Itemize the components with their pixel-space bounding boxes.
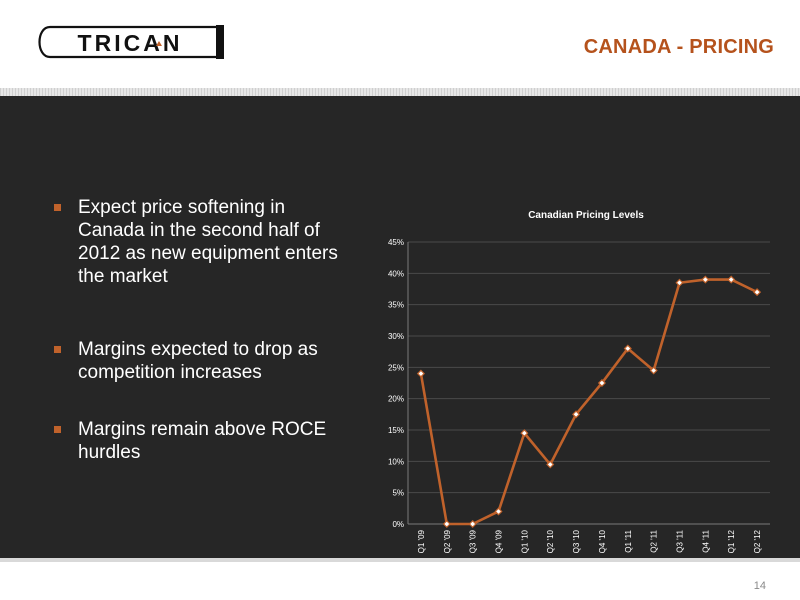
bullet-item: Margins expected to drop as competition … [52, 338, 352, 384]
series-line [419, 278, 758, 526]
data-point [416, 369, 425, 378]
y-tick-label: 25% [388, 363, 404, 372]
y-tick-label: 5% [392, 489, 404, 498]
x-tick-label: Q3 '09 [469, 529, 478, 553]
y-tick-label: 15% [388, 426, 404, 435]
header-divider [0, 88, 800, 96]
x-tick-label: Q4 '10 [598, 529, 607, 553]
x-tick-label: Q1 '10 [520, 529, 529, 553]
data-point [701, 275, 710, 284]
y-tick-label: 0% [392, 520, 404, 529]
header: TRICAN CANADA - PRICING [0, 0, 800, 92]
data-point [727, 275, 736, 284]
x-tick-label: Q1 '11 [624, 529, 633, 552]
data-point [572, 410, 581, 419]
data-point [468, 519, 477, 529]
y-tick-label: 45% [388, 238, 404, 247]
data-point [442, 519, 451, 529]
data-point [753, 288, 762, 297]
data-point [623, 344, 632, 353]
data-point [597, 378, 606, 388]
bullet-marker-icon [54, 426, 61, 433]
bullet-item: Margins remain above ROCE hurdles [52, 418, 352, 464]
logo-text: TRICAN [78, 30, 183, 56]
y-tick-label: 20% [388, 395, 404, 404]
trican-logo: TRICAN [38, 25, 224, 59]
y-tick-label: 10% [388, 457, 404, 466]
x-tick-label: Q2 '11 [650, 529, 659, 552]
y-tick-label: 35% [388, 301, 404, 310]
x-tick-label: Q2 '09 [443, 529, 452, 553]
content-panel: Expect price softening in Canada in the … [0, 96, 800, 558]
slide-title: CANADA - PRICING [583, 36, 774, 58]
x-tick-label: Q1 '09 [417, 529, 426, 553]
page-number: 14 [753, 580, 766, 592]
bullet-marker-icon [54, 204, 61, 211]
series-pricing [416, 275, 762, 529]
data-point [520, 429, 529, 438]
x-tick-label: Q4 '11 [701, 529, 710, 552]
data-point [494, 507, 503, 516]
bullet-text: Expect price softening in Canada in the … [78, 197, 338, 287]
chart-title: Canadian Pricing Levels [528, 210, 644, 221]
x-tick-label: Q2 '12 [753, 529, 762, 553]
x-tick-label: Q3 '10 [572, 529, 581, 553]
x-tick-label: Q1 '12 [727, 529, 736, 553]
data-point [649, 366, 658, 375]
y-tick-label: 40% [388, 269, 404, 278]
bullet-item: Expect price softening in Canada in the … [52, 196, 352, 288]
x-axis-ticks: Q1 '09 Q2 '09 Q3 '09 Q4 '09 Q1 '10 Q2 '10 Q3 '… [417, 529, 762, 553]
bullet-marker-icon [54, 346, 61, 353]
x-tick-label: Q4 '09 [495, 529, 504, 553]
bullet-text: Margins expected to drop as competition … [78, 339, 318, 383]
chart-gridlines [407, 241, 770, 525]
x-tick-label: Q2 '10 [546, 529, 555, 553]
data-point [675, 278, 684, 287]
pricing-line-chart: Canadian Pricing Levels 0% 5% 10% 15% 20% 25%… [388, 210, 770, 553]
footer-divider [0, 558, 800, 562]
footer: 14 [0, 558, 800, 600]
y-tick-label: 30% [388, 332, 404, 341]
bullet-text: Margins remain above ROCE hurdles [78, 419, 327, 463]
x-tick-label: Q3 '11 [676, 529, 685, 552]
y-axis-ticks: 0% 5% 10% 15% 20% 25% 30% 35% 40% 45% [388, 238, 404, 529]
data-point [546, 460, 555, 469]
